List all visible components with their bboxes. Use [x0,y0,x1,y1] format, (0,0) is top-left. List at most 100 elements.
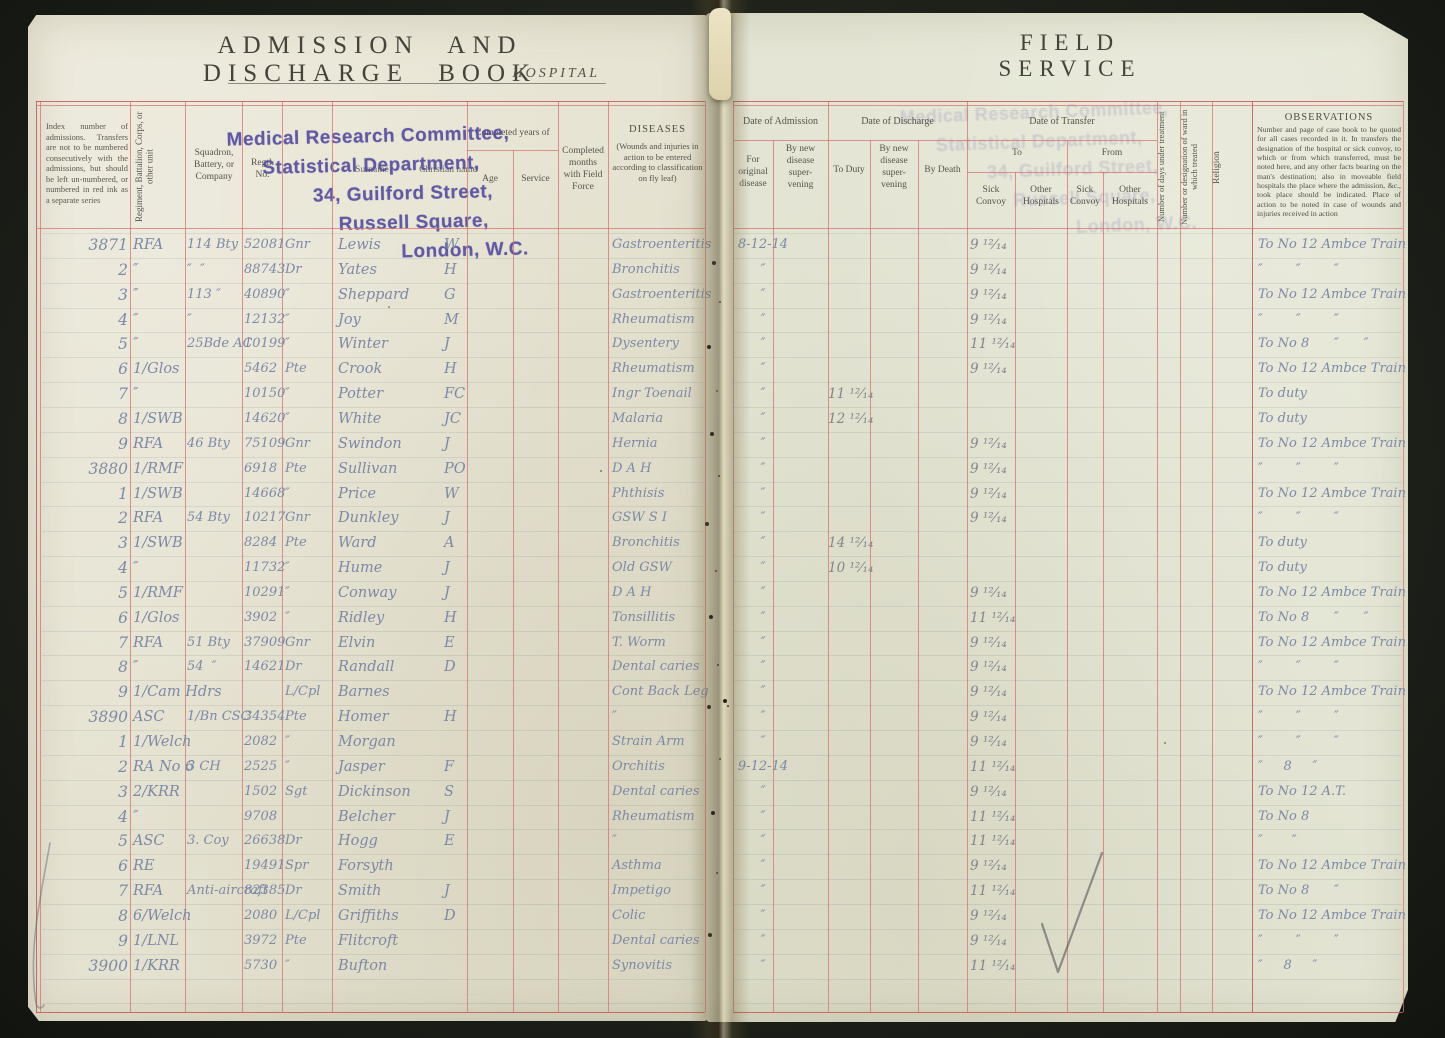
cell-regtl_no: 10150 [244,386,286,402]
cell-observations: ″ 8 ″ [1258,758,1318,774]
cell-index: 4 [118,559,128,578]
grid-line-vertical [608,101,609,1012]
faint-ruled-line [734,1003,1402,1004]
cell-regtl_no: 10291 [244,584,286,600]
faint-ruled-line [42,283,704,284]
cell-surname: Homer [338,709,389,726]
faint-ruled-line [42,780,704,781]
cell-regiment: ASC [133,709,165,726]
adm-new-disease-header: By new disease super- vening [785,144,816,190]
faint-ruled-line [42,730,704,731]
cell-squadron: 3 CH [187,758,221,774]
cell-observations: To No 12 Ambce Train [1258,485,1406,501]
cell-sick_convoy: 9 ¹²⁄₁₄ [970,734,1007,750]
cell-regiment: RFA [133,510,164,527]
cell-regtl_no: 3972 [244,932,278,948]
cell-squadron: 25Bde AC [187,336,253,352]
cell-regiment: 1/LNL [133,932,180,949]
cell-rank: ″ [285,336,290,352]
completed-months-header: Completed months with Field Force [562,146,604,192]
cell-regiment: RFA [133,237,164,253]
cell-surname: Griffiths [338,907,399,924]
service-column-header: Service [521,174,550,184]
cell-disease: Asthma [612,858,662,874]
cell-disease: Phthisis [612,485,665,501]
cell-index: 4 [118,310,128,329]
cell-initial: J [444,883,450,900]
cell-admission: ″ [760,957,766,973]
cell-regtl_no: 40890 [244,286,286,302]
cell-rank: ″ [285,584,290,600]
cell-observations: To No 8 ″ ″ [1258,336,1369,352]
cell-disease: Dental caries [612,932,700,948]
faint-ruled-line [734,829,1402,830]
date-of-transfer-header: Date of Transfer [1029,116,1095,127]
cell-index: 5 [118,335,128,354]
cell-surname: Dunkley [338,510,399,527]
grid-line-vertical [40,101,41,1012]
cell-admission: ″ [760,634,766,650]
cell-disease: Rheumatism [612,311,695,327]
cell-disease: Tonsillitis [612,609,676,625]
cell-surname: Belcher [338,808,395,825]
faint-ruled-line [42,531,704,532]
cell-observations: To No 8 [1258,808,1310,824]
grid-line-vertical [1252,101,1253,1012]
cell-disease: Gastroenteritis [612,286,712,302]
faint-ruled-line [42,755,704,756]
cell-regiment: 1/Cam Hdrs [133,684,222,701]
cell-admission: ″ [760,883,766,899]
grid-line-horizontal [733,101,1403,102]
cell-observations: ″ ″ ″ [1258,932,1339,948]
cell-initial: J [444,560,450,577]
cell-index: 3 [118,782,128,801]
cell-regiment: RFA [133,883,164,900]
cell-observations: To No 12 Ambce Train [1258,634,1406,650]
faint-ruled-line [734,332,1402,333]
grid-line-horizontal [733,140,1157,141]
cell-disease: Synovitis [612,957,673,973]
cell-regiment: 1/RMF [133,584,183,601]
squadron-column-header: Squadron, Battery, or Company [193,148,234,182]
grid-line-vertical [558,101,559,1012]
cell-regtl_no: 10217 [244,510,286,526]
cell-regtl_no: 82385 [244,883,286,899]
christian-name-column-header: Christian name [419,165,477,175]
cell-admission: ″ [760,535,766,551]
cell-disease: Malaria [612,410,664,426]
grid-line-horizontal [733,228,1403,229]
faint-ruled-line [42,606,704,607]
religion-column-header: Religion [1212,151,1222,185]
cell-index: 9 [118,683,128,702]
cell-to_duty: 14 ¹²⁄₁₄ [828,535,874,552]
cell-surname: Ward [338,535,377,552]
cell-regtl_no: 14620 [244,410,286,426]
faint-ruled-line [734,506,1402,507]
cell-surname: Yates [338,261,377,278]
foxing-specks [0,0,2,2]
cell-index: 2 [118,757,128,776]
cell-surname: Sullivan [338,460,398,477]
cell-surname: Hume [338,560,383,577]
grid-line-vertical [242,101,243,1012]
cell-sick_convoy: 9 ¹²⁄₁₄ [970,684,1007,701]
cell-sick_convoy: 11 ¹²⁄₁₄ [970,758,1016,775]
cell-sick_convoy: 9 ¹²⁄₁₄ [970,709,1007,726]
cell-regiment: RE [133,858,155,875]
cell-rank: Spr [285,858,309,874]
cell-rank: L/Cpl [285,907,321,923]
ward-column-header: Number or designation of ward in which t… [1179,109,1199,225]
cell-regiment: 1/RMF [133,460,183,477]
faint-ruled-line [734,531,1402,532]
date-of-admission-header: Date of Admission [743,116,818,127]
cell-regtl_no: 5462 [244,361,278,377]
cell-surname: Lewis [338,237,381,253]
cell-rank: ″ [285,734,290,749]
cell-regiment: 1/SWB [133,535,183,552]
cell-index: 7 [118,385,128,404]
cell-squadron: 54 ″ [187,659,217,675]
adm-original-disease-header: For original disease [738,155,768,189]
cell-admission: ″ [760,709,766,725]
cell-surname: Conway [338,584,397,601]
cell-admission: ″ [760,311,766,327]
